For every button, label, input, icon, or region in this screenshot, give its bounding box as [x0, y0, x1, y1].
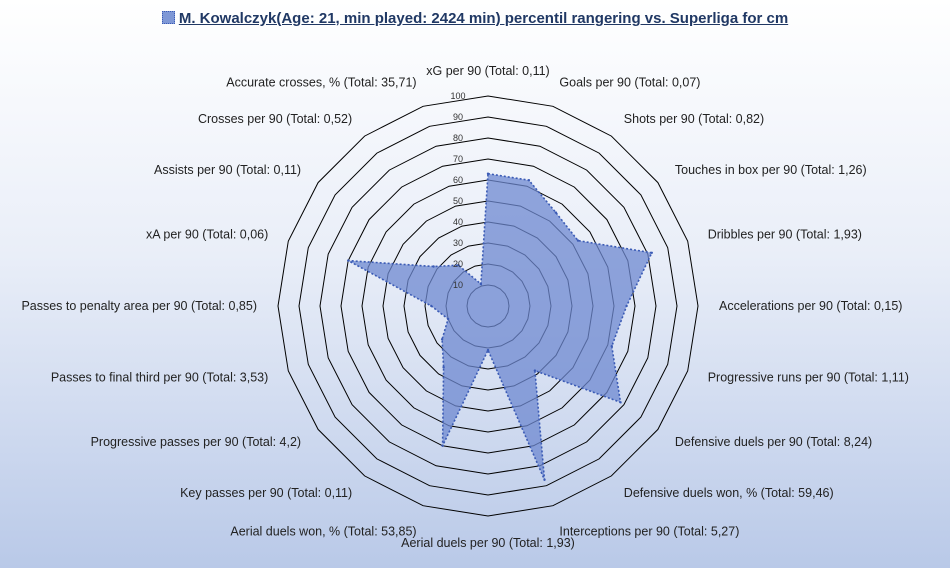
data-point-6: [625, 304, 628, 308]
tick-label-30: 30: [453, 238, 463, 248]
tick-label-20: 20: [453, 259, 463, 269]
axis-label-18: Assists per 90 (Total: 0,11): [154, 163, 301, 177]
data-point-20: [479, 282, 483, 286]
axis-label-13: Key passes per 90 (Total: 0,11): [180, 486, 352, 500]
tick-label-80: 80: [453, 133, 463, 143]
chart-title: M. Kowalczyk(Age: 21, min played: 2424 m…: [0, 10, 950, 27]
data-point-16: [430, 304, 433, 308]
axis-label-9: Defensive duels won, % (Total: 59,46): [624, 486, 834, 500]
axis-label-7: Progressive runs per 90 (Total: 1,11): [708, 370, 909, 384]
axis-label-4: Touches in box per 90 (Total: 1,26): [675, 163, 867, 177]
data-series-area: [347, 172, 653, 481]
axis-label-16: Passes to penalty area per 90 (Total: 0,…: [21, 299, 257, 313]
data-point-5: [650, 251, 653, 254]
axis-label-11: Aerial duels per 90 (Total: 1,93): [401, 536, 575, 550]
tick-label-90: 90: [453, 112, 463, 122]
axis-label-20: Accurate crosses, % (Total: 35,71): [226, 75, 416, 89]
chart-title-text: M. Kowalczyk(Age: 21, min played: 2424 m…: [178, 10, 789, 27]
tick-label-70: 70: [453, 154, 463, 164]
data-point-4: [576, 239, 580, 242]
data-point-18: [432, 265, 435, 268]
tick-label-60: 60: [453, 175, 463, 185]
axis-label-10: Interceptions per 90 (Total: 5,27): [559, 525, 739, 539]
data-point-1: [486, 172, 490, 175]
axis-label-15: Passes to final third per 90 (Total: 3,5…: [51, 370, 268, 384]
axis-label-6: Accelerations per 90 (Total: 0,15): [719, 299, 902, 313]
legend-marker-icon: [161, 11, 175, 24]
axis-label-1: xG per 90 (Total: 0,11): [426, 64, 549, 78]
data-point-3: [554, 211, 558, 214]
data-point-13: [442, 366, 445, 369]
axis-label-2: Goals per 90 (Total: 0,07): [559, 75, 700, 89]
data-point-12: [441, 444, 444, 447]
data-point-11: [486, 348, 490, 352]
grid-ring-70: [340, 158, 636, 454]
tick-label-10: 10: [453, 280, 463, 290]
data-point-9: [533, 369, 537, 372]
axis-label-12: Aerial duels won, % (Total: 53,85): [230, 525, 416, 539]
axis-label-17: xA per 90 (Total: 0,06): [146, 228, 268, 242]
axis-label-8: Defensive duels per 90 (Total: 8,24): [675, 435, 872, 449]
axis-label-3: Shots per 90 (Total: 0,82): [624, 112, 764, 126]
grid-ring-100: [277, 95, 699, 517]
data-point-2: [527, 179, 531, 182]
data-point-7: [610, 345, 613, 348]
data-point-8: [619, 401, 622, 404]
grid-ring-90: [298, 116, 678, 496]
data-point-10: [543, 478, 546, 481]
grid-ring-80: [319, 137, 657, 475]
data-point-19: [457, 264, 460, 267]
tick-label-40: 40: [453, 217, 463, 227]
data-point-17: [347, 259, 350, 262]
tick-label-50: 50: [453, 196, 463, 206]
tick-label-100: 100: [450, 91, 465, 101]
data-point-14: [440, 338, 444, 341]
axis-label-19: Crosses per 90 (Total: 0,52): [198, 112, 352, 126]
data-point-15: [446, 317, 450, 321]
axis-label-5: Dribbles per 90 (Total: 1,93): [708, 228, 862, 242]
axis-label-14: Progressive passes per 90 (Total: 4,2): [91, 435, 302, 449]
